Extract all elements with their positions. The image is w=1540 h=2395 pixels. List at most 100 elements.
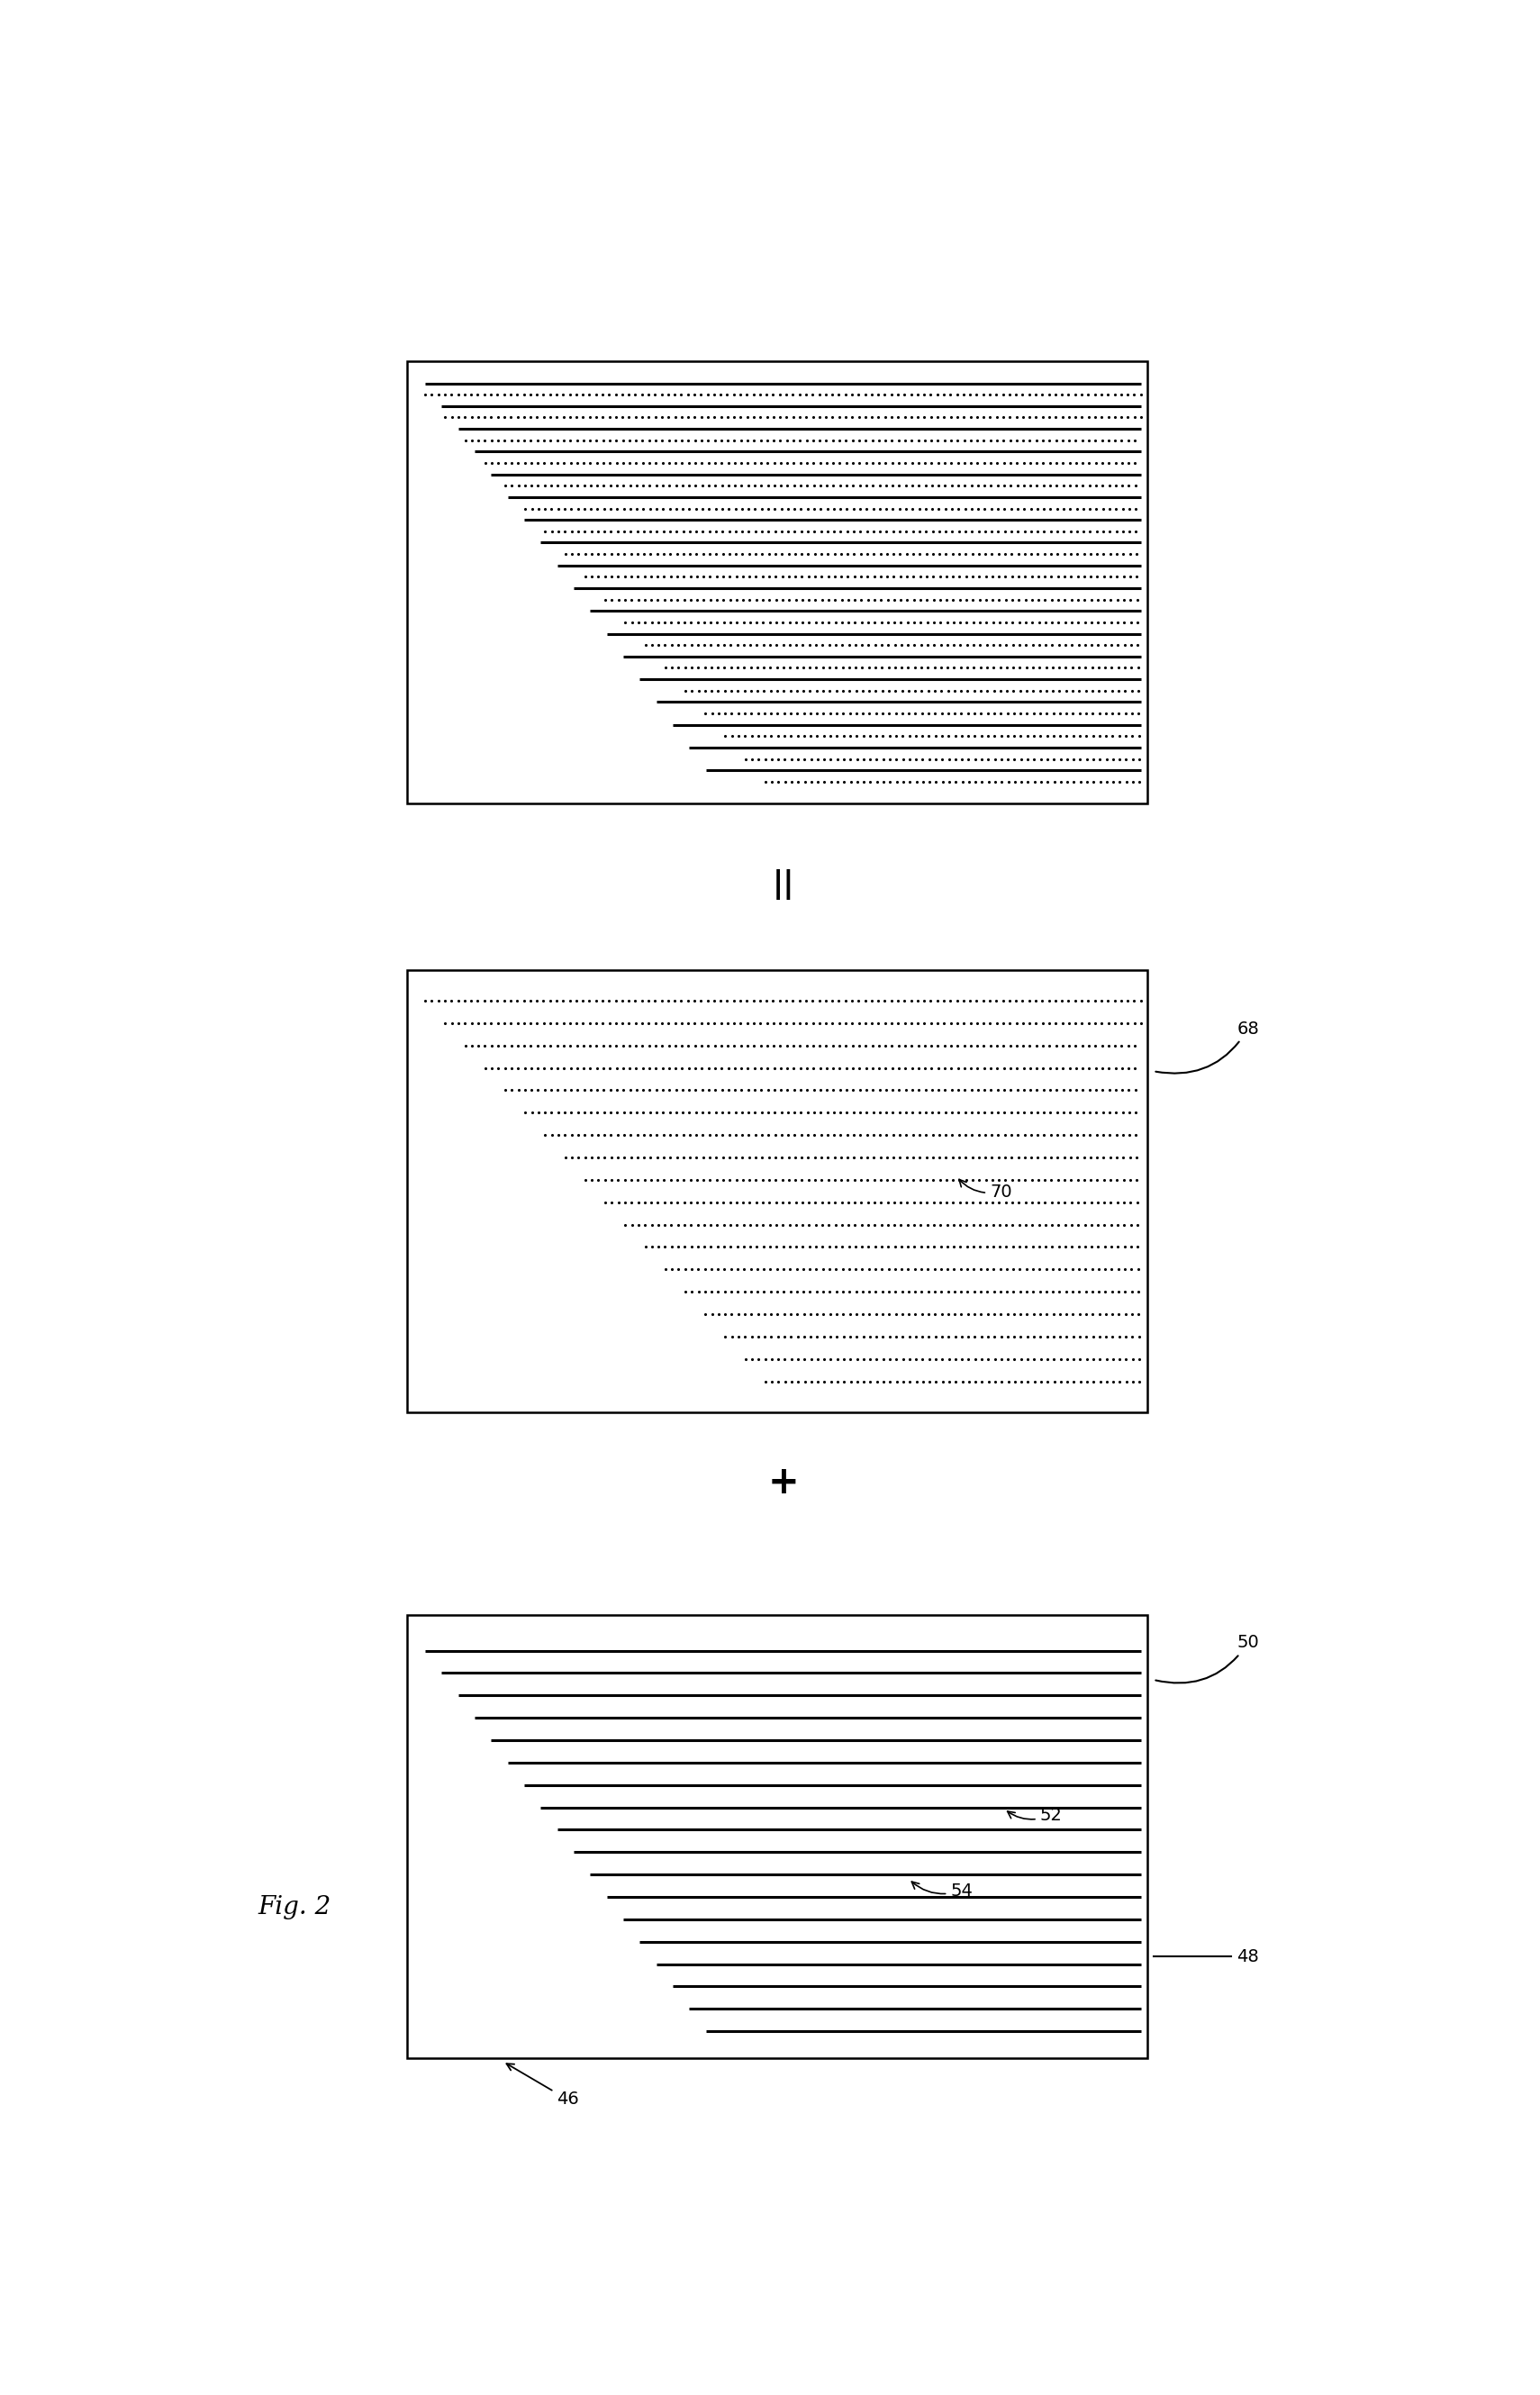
Point: [942, 740, 967, 778]
Point: [1038, 534, 1063, 572]
Point: [427, 982, 451, 1020]
Point: [679, 1272, 704, 1310]
Point: [1064, 489, 1089, 527]
Point: [989, 762, 1013, 800]
Point: [850, 1250, 875, 1289]
Point: [778, 1250, 802, 1289]
Point: [865, 398, 890, 436]
Point: [1010, 376, 1035, 414]
Point: [792, 1317, 816, 1356]
Point: [1086, 604, 1110, 642]
Point: [864, 740, 889, 778]
Point: [505, 376, 530, 414]
Point: [1080, 625, 1104, 663]
Point: [778, 625, 802, 663]
Point: [704, 558, 728, 596]
Point: [467, 1027, 491, 1066]
Point: [658, 489, 682, 527]
Point: [1052, 489, 1076, 527]
Point: [998, 1049, 1023, 1087]
Point: [752, 1250, 776, 1289]
Point: [1027, 625, 1052, 663]
Point: [687, 1272, 711, 1310]
Point: [1019, 534, 1044, 572]
Point: [670, 1027, 695, 1066]
Point: [691, 604, 716, 642]
Point: [768, 443, 793, 481]
Point: [1032, 1116, 1056, 1154]
Point: [1118, 1183, 1143, 1221]
Point: [1040, 1229, 1064, 1267]
Point: [599, 580, 624, 618]
Point: [889, 1229, 913, 1267]
Point: [798, 1317, 822, 1356]
Point: [1058, 534, 1083, 572]
Point: [942, 1317, 967, 1356]
Point: [1109, 398, 1133, 436]
Point: [738, 604, 762, 642]
Point: [1027, 604, 1052, 642]
Point: [551, 376, 576, 414]
Point: [926, 467, 950, 505]
Point: [724, 1162, 748, 1200]
Point: [722, 489, 747, 527]
Point: [625, 558, 650, 596]
Point: [784, 1272, 808, 1310]
Point: [975, 1250, 999, 1289]
Point: [1047, 1317, 1072, 1356]
Point: [1021, 1296, 1046, 1334]
Point: [473, 422, 497, 460]
Point: [793, 762, 818, 800]
Point: [808, 489, 833, 527]
Point: [962, 740, 987, 778]
Point: [553, 513, 578, 551]
Point: [1104, 489, 1129, 527]
Point: [927, 513, 952, 551]
Point: [926, 982, 950, 1020]
Point: [693, 1272, 718, 1310]
Point: [962, 1296, 987, 1334]
Point: [933, 1138, 958, 1176]
Point: [585, 1116, 610, 1154]
Point: [941, 580, 966, 618]
Point: [724, 513, 748, 551]
Point: [1066, 558, 1090, 596]
Point: [725, 625, 750, 663]
Point: [1035, 695, 1060, 733]
Point: [922, 625, 947, 663]
Point: [664, 422, 688, 460]
Point: [862, 580, 887, 618]
Point: [1123, 398, 1147, 436]
Point: [690, 489, 715, 527]
Point: [627, 1205, 651, 1243]
Point: [1120, 1296, 1144, 1334]
Point: [1098, 513, 1123, 551]
Point: [755, 1027, 779, 1066]
Point: [921, 1183, 946, 1221]
Point: [990, 376, 1015, 414]
Point: [961, 625, 986, 663]
Point: [744, 580, 768, 618]
Point: [762, 513, 787, 551]
Point: [491, 398, 516, 436]
Point: [433, 982, 457, 1020]
Point: [624, 982, 648, 1020]
Point: [958, 422, 983, 460]
Point: [947, 1116, 972, 1154]
Point: [830, 1272, 855, 1310]
Point: [873, 1004, 898, 1042]
Point: [796, 1116, 821, 1154]
Point: [805, 1363, 830, 1401]
Point: [768, 1095, 793, 1133]
Point: [736, 513, 761, 551]
Point: [644, 1095, 668, 1133]
Point: [453, 1027, 477, 1066]
Point: [979, 558, 1004, 596]
Point: [762, 534, 787, 572]
Point: [1044, 1049, 1069, 1087]
Point: [413, 376, 437, 414]
Point: [889, 558, 913, 596]
Point: [825, 762, 850, 800]
Point: [1106, 1205, 1130, 1243]
Point: [772, 625, 796, 663]
